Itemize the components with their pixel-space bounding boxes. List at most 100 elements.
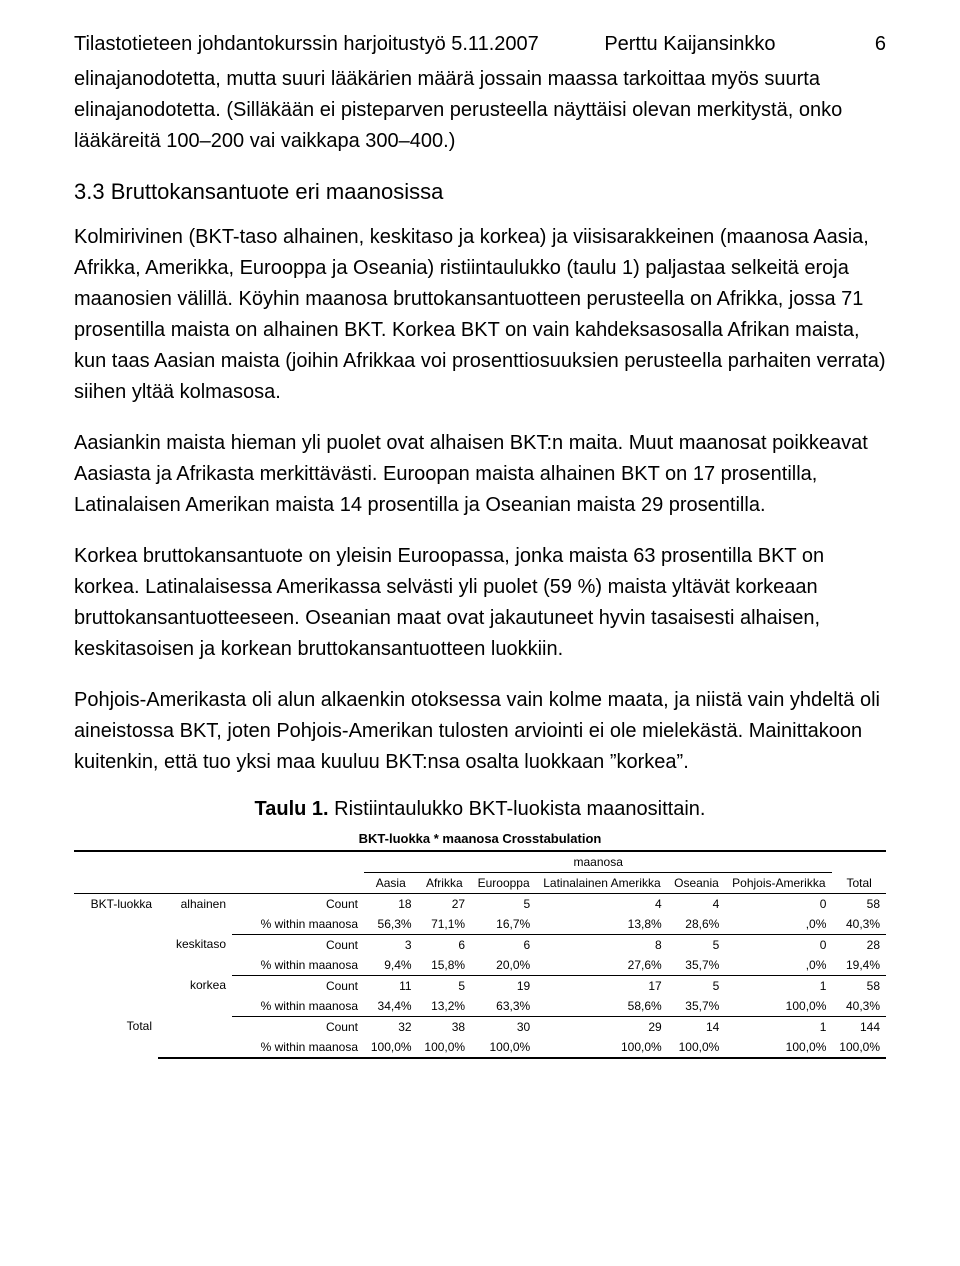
table-cell: 19 bbox=[471, 975, 536, 996]
measure-label: Count bbox=[232, 893, 364, 914]
measure-label: % within maanosa bbox=[232, 955, 364, 976]
table-cell: 40,3% bbox=[832, 996, 886, 1017]
table-cell bbox=[158, 872, 232, 893]
table-cell: 35,7% bbox=[668, 996, 726, 1017]
table-cell: 27 bbox=[418, 893, 472, 914]
crosstab-title: BKT-luokka * maanosa Crosstabulation bbox=[74, 831, 886, 846]
table-cell: 1 bbox=[725, 1016, 832, 1037]
table-cell: 5 bbox=[668, 975, 726, 996]
table-cell: 9,4% bbox=[364, 955, 418, 976]
column-header: Total bbox=[832, 872, 886, 893]
table-cell: 144 bbox=[832, 1016, 886, 1037]
table-cell: 18 bbox=[364, 893, 418, 914]
table-cell bbox=[74, 851, 158, 873]
paragraph-2: Kolmirivinen (BKT-taso alhainen, keskita… bbox=[74, 222, 886, 408]
table-cell: 100,0% bbox=[536, 1037, 668, 1058]
table-cell: 16,7% bbox=[471, 914, 536, 935]
table-cell: 13,8% bbox=[536, 914, 668, 935]
table-cell: 100,0% bbox=[364, 1037, 418, 1058]
measure-label: % within maanosa bbox=[232, 996, 364, 1017]
table-cell: 58 bbox=[832, 893, 886, 914]
table-cell: 38 bbox=[418, 1016, 472, 1037]
table-cell: 100,0% bbox=[832, 1037, 886, 1058]
table-cell: 11 bbox=[364, 975, 418, 996]
column-header: Oseania bbox=[668, 872, 726, 893]
body-text: elinajanodotetta, mutta suuri lääkärien … bbox=[74, 64, 886, 778]
table-cell: 35,7% bbox=[668, 955, 726, 976]
table-cell: 6 bbox=[471, 934, 536, 955]
row-label: keskitaso bbox=[158, 934, 232, 975]
table-cell: 58,6% bbox=[536, 996, 668, 1017]
table-row: Total Count 32 38 30 29 14 1 144 bbox=[74, 1016, 886, 1037]
table-cell: 34,4% bbox=[364, 996, 418, 1017]
table-cell: 17 bbox=[536, 975, 668, 996]
table-cell: ,0% bbox=[725, 914, 832, 935]
table-cell: 28,6% bbox=[668, 914, 726, 935]
table-cell: 20,0% bbox=[471, 955, 536, 976]
table-cell: 15,8% bbox=[418, 955, 472, 976]
table-cell: 100,0% bbox=[725, 996, 832, 1017]
column-group-header: maanosa bbox=[364, 851, 832, 873]
table-row: Aasia Afrikka Eurooppa Latinalainen Amer… bbox=[74, 872, 886, 893]
table-cell bbox=[232, 851, 364, 873]
row-label: alhainen bbox=[158, 893, 232, 934]
table-cell bbox=[832, 851, 886, 873]
column-header: Afrikka bbox=[418, 872, 472, 893]
paragraph-5: Pohjois-Amerikasta oli alun alkaenkin ot… bbox=[74, 685, 886, 778]
table-caption-label: Taulu 1. bbox=[255, 798, 329, 820]
table-cell: 6 bbox=[418, 934, 472, 955]
column-header: Aasia bbox=[364, 872, 418, 893]
table-row: % within maanosa 100,0% 100,0% 100,0% 10… bbox=[74, 1037, 886, 1058]
column-header: Pohjois-Amerikka bbox=[725, 872, 832, 893]
table-cell: 3 bbox=[364, 934, 418, 955]
measure-label: % within maanosa bbox=[232, 914, 364, 935]
column-header: Eurooppa bbox=[471, 872, 536, 893]
table-cell: 32 bbox=[364, 1016, 418, 1037]
table-cell: 29 bbox=[536, 1016, 668, 1037]
table-cell: 71,1% bbox=[418, 914, 472, 935]
table-row: keskitaso Count 3 6 6 8 5 0 28 bbox=[74, 934, 886, 955]
table-cell: 100,0% bbox=[471, 1037, 536, 1058]
table-cell: 1 bbox=[725, 975, 832, 996]
table-cell: 5 bbox=[471, 893, 536, 914]
row-label: korkea bbox=[158, 975, 232, 1016]
measure-label: Count bbox=[232, 934, 364, 955]
section-heading: 3.3 Bruttokansantuote eri maanosissa bbox=[74, 177, 886, 208]
table-cell: 0 bbox=[725, 893, 832, 914]
table-cell: 100,0% bbox=[725, 1037, 832, 1058]
table-cell: 28 bbox=[832, 934, 886, 955]
column-header: Latinalainen Amerikka bbox=[536, 872, 668, 893]
table-row: BKT-luokka alhainen Count 18 27 5 4 4 0 … bbox=[74, 893, 886, 914]
table-caption: Taulu 1. Ristiintaulukko BKT-luokista ma… bbox=[74, 798, 886, 821]
table-row: korkea Count 11 5 19 17 5 1 58 bbox=[74, 975, 886, 996]
table-cell: 5 bbox=[418, 975, 472, 996]
row-stub-bkt: BKT-luokka bbox=[74, 893, 158, 1016]
table-cell: 13,2% bbox=[418, 996, 472, 1017]
header-left: Tilastotieteen johdantokurssin harjoitus… bbox=[74, 33, 539, 55]
header-page-number: 6 bbox=[875, 30, 886, 58]
table-cell: 56,3% bbox=[364, 914, 418, 935]
row-label-total: Total bbox=[74, 1016, 158, 1058]
paragraph-4: Korkea bruttokansantuote on yleisin Euro… bbox=[74, 541, 886, 665]
page-root: Tilastotieteen johdantokurssin harjoitus… bbox=[0, 0, 960, 1089]
table-cell: 100,0% bbox=[418, 1037, 472, 1058]
table-cell: 14 bbox=[668, 1016, 726, 1037]
crosstab-table: maanosa Aasia Afrikka Eurooppa Latinalai… bbox=[74, 850, 886, 1059]
table-cell: 4 bbox=[668, 893, 726, 914]
table-cell: 63,3% bbox=[471, 996, 536, 1017]
header-author: Perttu Kaijansinkko bbox=[604, 33, 775, 55]
table-cell: 8 bbox=[536, 934, 668, 955]
page-header: Tilastotieteen johdantokurssin harjoitus… bbox=[74, 30, 886, 58]
table-cell: 58 bbox=[832, 975, 886, 996]
table-cell bbox=[74, 872, 158, 893]
table-cell: 4 bbox=[536, 893, 668, 914]
table-cell: ,0% bbox=[725, 955, 832, 976]
table-cell: 100,0% bbox=[668, 1037, 726, 1058]
table-cell: 27,6% bbox=[536, 955, 668, 976]
measure-label: % within maanosa bbox=[232, 1037, 364, 1058]
measure-label: Count bbox=[232, 1016, 364, 1037]
table-cell bbox=[158, 851, 232, 873]
paragraph-3: Aasiankin maista hieman yli puolet ovat … bbox=[74, 428, 886, 521]
measure-label: Count bbox=[232, 975, 364, 996]
table-cell bbox=[232, 872, 364, 893]
